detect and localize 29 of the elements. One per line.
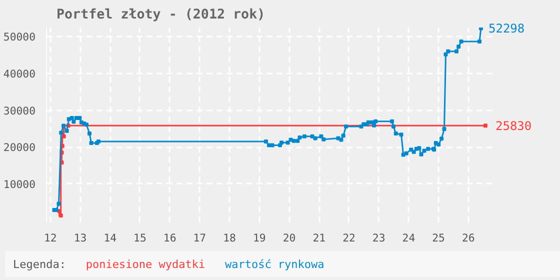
annotation: 52298 [488,22,525,36]
chart-title: Portfel złoty - (2012 rok) [56,8,266,22]
legend-title: Legenda: [13,258,66,271]
x-tick-label: 25 [432,232,445,244]
y-tick-label: 50000 [3,30,36,44]
x-tick-label: 23 [372,232,386,244]
x-tick-label: 13 [74,232,87,244]
x-tick-label: 19 [252,232,266,244]
x-tick-label: 17 [193,232,206,244]
point [62,134,66,138]
x-tick-label: 18 [223,232,236,244]
x-tick-label: 16 [163,232,176,244]
y-tick-label: 10000 [3,178,36,191]
annotation: 25830 [496,119,532,134]
x-tick-label: 15 [134,232,146,244]
y-tick-label: 40000 [3,67,36,80]
point [58,214,63,218]
y-tick-label: 30000 [3,104,36,118]
point [483,124,488,128]
x-tick-label: 12 [44,232,57,244]
text: wartość rynkowa [224,258,324,271]
x-tick-label: 20 [282,232,296,244]
x-tick-label: 24 [402,232,416,244]
x-tick-label: 22 [342,232,356,244]
y-tick-label: 20000 [3,141,36,154]
x-tick-label: 14 [104,232,117,244]
text: poniesione wydatki [86,258,206,271]
x-tick-label: 26 [462,232,475,244]
x-tick-label: 21 [312,232,326,244]
